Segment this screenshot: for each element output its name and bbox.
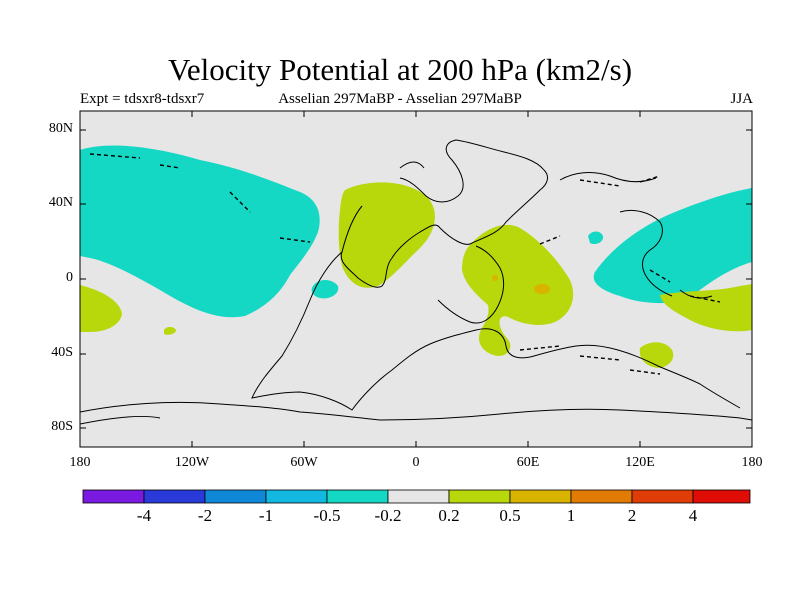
map-area bbox=[80, 111, 752, 447]
green-region-south-east-pacific bbox=[660, 284, 752, 332]
coastline-antarctic-lower bbox=[80, 415, 161, 425]
cyan-region-east-asia bbox=[588, 231, 604, 245]
colorbar-label-3: -1 bbox=[258, 506, 274, 525]
island-chain-south bbox=[519, 345, 661, 375]
chart-title: Velocity Potential at 200 hPa (km2/s) bbox=[167, 52, 633, 87]
x-label-60w: 60W bbox=[290, 455, 318, 470]
positive-anomaly-regions bbox=[80, 182, 752, 368]
colorbar-label-10: 4 bbox=[688, 506, 698, 525]
x-label-120w: 120W bbox=[174, 455, 210, 470]
strong-positive-regions bbox=[492, 275, 550, 294]
colorbar-label-1: -4 bbox=[136, 506, 152, 525]
coastline-gondwana-inner bbox=[437, 245, 505, 324]
x-label-0: 0 bbox=[412, 455, 420, 470]
y-label-40s: 40S bbox=[51, 345, 73, 360]
green-region-atlantic bbox=[338, 182, 435, 288]
colorbar-box-8 bbox=[509, 489, 572, 504]
colorbar-box-7 bbox=[448, 489, 511, 504]
y-label-80n: 80N bbox=[48, 121, 73, 136]
y-label-40n: 40N bbox=[48, 195, 73, 210]
colorbar-label-2: -2 bbox=[197, 506, 213, 525]
colorbar-label-5: -0.2 bbox=[374, 506, 402, 525]
island-chain-north-pacific bbox=[89, 153, 311, 243]
island-chain-east-tethys bbox=[539, 175, 661, 245]
cyan-region-south-atlantic bbox=[311, 280, 339, 299]
colorbar-box-2 bbox=[143, 489, 206, 504]
colorbar-box-6 bbox=[387, 489, 450, 504]
orange-patch-indian-ocean bbox=[534, 284, 550, 294]
colorbar bbox=[82, 489, 751, 504]
colorbar-box-4 bbox=[265, 489, 328, 504]
subtitle-period: Asselian 297MaBP - Asselian 297MaBP bbox=[278, 91, 522, 107]
axis-ticks bbox=[79, 111, 753, 447]
coastline-north-arc bbox=[399, 161, 425, 169]
colorbar-box-5 bbox=[326, 489, 389, 504]
subtitle-experiment: Expt = tdsxr8-tdsxr7 bbox=[80, 91, 205, 107]
x-label-180-east: 180 bbox=[741, 455, 763, 470]
coastline-pangaea-south bbox=[251, 251, 741, 411]
colorbar-label-9: 2 bbox=[627, 506, 637, 525]
y-label-80s: 80S bbox=[51, 419, 73, 434]
island-chain-pacific bbox=[649, 269, 721, 303]
subtitle-season: JJA bbox=[730, 91, 753, 107]
cyan-region-north-pacific bbox=[80, 145, 320, 318]
green-region-south-pacific-small bbox=[164, 327, 176, 335]
x-label-60e: 60E bbox=[516, 455, 540, 470]
coastlines bbox=[80, 139, 752, 425]
colorbar-label-7: 0.5 bbox=[499, 506, 521, 525]
cyan-region-west-pacific bbox=[593, 188, 752, 304]
coastline-east-islands bbox=[619, 209, 673, 297]
colorbar-label-4: -0.5 bbox=[313, 506, 341, 525]
x-label-120e: 120E bbox=[625, 455, 655, 470]
y-label-equator: 0 bbox=[66, 270, 73, 285]
coastline-antarctic bbox=[80, 401, 752, 421]
colorbar-box-11 bbox=[692, 489, 751, 504]
coastline-south-china bbox=[679, 289, 713, 299]
orange-patch-africa bbox=[492, 275, 498, 281]
colorbar-box-9 bbox=[570, 489, 633, 504]
colorbar-label-6: 0.2 bbox=[438, 506, 460, 525]
negative-anomaly-regions bbox=[80, 145, 752, 318]
colorbar-box-1 bbox=[82, 489, 145, 504]
colorbar-box-3 bbox=[204, 489, 267, 504]
green-region-indian-ocean bbox=[462, 224, 574, 356]
island-chains bbox=[89, 153, 721, 375]
green-region-south-west-pacific bbox=[80, 285, 122, 332]
coastline-pangaea-west bbox=[340, 139, 548, 288]
colorbar-label-8: 1 bbox=[566, 506, 576, 525]
x-label-180-west: 180 bbox=[69, 455, 91, 470]
colorbar-box-10 bbox=[631, 489, 694, 504]
